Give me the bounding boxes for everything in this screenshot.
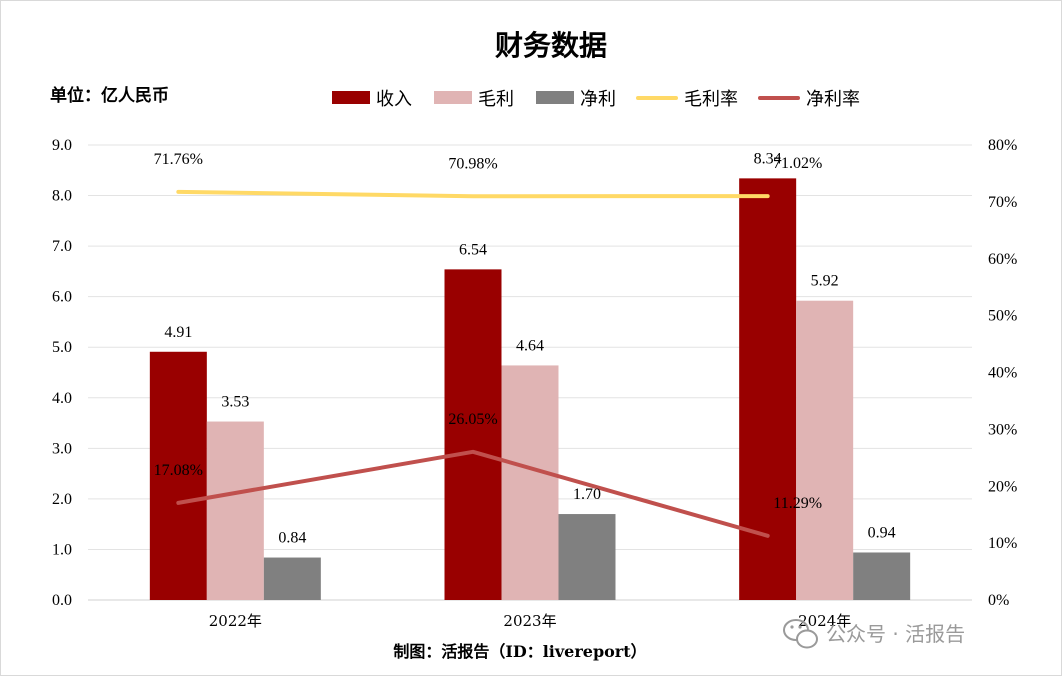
right-axis-tick-label: 10% bbox=[988, 535, 1017, 552]
bar-data-label: 1.70 bbox=[573, 486, 601, 503]
line-data-label: 26.05% bbox=[448, 411, 497, 428]
legend: 收入 毛利 净利 毛利率 净利率 bbox=[332, 89, 860, 110]
legend-swatch-净利 bbox=[536, 91, 574, 104]
right-axis-tick-label: 60% bbox=[988, 251, 1017, 268]
bar-data-label: 5.92 bbox=[811, 273, 839, 290]
left-axis-tick-label: 1.0 bbox=[52, 541, 72, 558]
category-label: 2023年 bbox=[503, 612, 556, 630]
bar-收入-2023年 bbox=[444, 269, 502, 600]
right-axis-tick-label: 50% bbox=[988, 308, 1017, 325]
left-axis-tick-label: 5.0 bbox=[52, 339, 72, 356]
left-axis-tick-label: 2.0 bbox=[52, 491, 72, 508]
bar-data-label: 4.64 bbox=[516, 337, 544, 354]
data-labels: 4.91 3.53 0.84 6.54 4.64 1.70 8.34 5.92 0.94 71.7… bbox=[154, 150, 896, 546]
bar-data-label: 3.53 bbox=[221, 394, 249, 411]
line-data-label: 70.98% bbox=[448, 155, 497, 172]
bar-data-label: 8.34 bbox=[754, 150, 782, 167]
legend-swatch-毛利 bbox=[434, 91, 472, 104]
left-axis-tick-label: 9.0 bbox=[52, 137, 72, 154]
line-毛利率 bbox=[176, 189, 770, 199]
bar-净利-2022年 bbox=[263, 557, 321, 600]
category-label: 2022年 bbox=[209, 612, 262, 630]
line-data-label: 71.76% bbox=[154, 151, 203, 168]
bar-净利-2023年 bbox=[558, 514, 616, 600]
line-data-label: 11.29% bbox=[773, 495, 822, 512]
watermark-text: 公众号 · 活报告 bbox=[826, 622, 965, 646]
right-axis-tick-label: 70% bbox=[988, 194, 1017, 211]
bar-data-label: 0.94 bbox=[868, 524, 896, 541]
left-axis-tick-label: 8.0 bbox=[52, 188, 72, 205]
bar-毛利-2022年 bbox=[206, 421, 264, 600]
bar-毛利-2024年 bbox=[796, 300, 854, 600]
bar-series bbox=[149, 178, 911, 600]
line-series bbox=[176, 189, 770, 538]
chart-title: 财务数据 bbox=[495, 29, 607, 62]
left-axis-tick-label: 3.0 bbox=[52, 440, 72, 457]
right-axis-tick-label: 80% bbox=[988, 137, 1017, 154]
legend-label: 净利率 bbox=[806, 89, 860, 110]
category-axis: 2022年 2023年 2024年 bbox=[209, 612, 852, 630]
right-axis-tick-label: 0% bbox=[988, 592, 1009, 609]
bar-收入-2022年 bbox=[149, 351, 207, 600]
line-净利率 bbox=[176, 449, 770, 538]
left-axis-tick-label: 0.0 bbox=[52, 592, 72, 609]
bar-data-label: 6.54 bbox=[459, 241, 487, 258]
legend-label: 毛利 bbox=[478, 89, 514, 110]
bar-data-label: 4.91 bbox=[164, 324, 192, 341]
wechat-icon bbox=[783, 619, 818, 649]
line-data-label: 17.08% bbox=[154, 462, 203, 479]
right-axis-tick-label: 40% bbox=[988, 365, 1017, 382]
legend-label: 毛利率 bbox=[684, 89, 738, 110]
right-axis-tick-label: 30% bbox=[988, 421, 1017, 438]
left-axis-tick-label: 6.0 bbox=[52, 289, 72, 306]
unit-label: 单位：亿人民币 bbox=[50, 85, 169, 106]
left-axis-tick-label: 4.0 bbox=[52, 390, 72, 407]
left-axis-tick-label: 7.0 bbox=[52, 238, 72, 255]
legend-label: 收入 bbox=[376, 89, 412, 110]
legend-label: 净利 bbox=[580, 89, 616, 110]
bar-data-label: 0.84 bbox=[278, 530, 306, 547]
bar-毛利-2023年 bbox=[501, 365, 559, 600]
legend-swatch-收入 bbox=[332, 91, 370, 104]
category-label: 2024年 bbox=[798, 612, 851, 630]
bar-净利-2024年 bbox=[853, 552, 911, 600]
left-axis-ticks: 0.0 1.0 2.0 3.0 4.0 5.0 6.0 7.0 8.0 9.0 bbox=[52, 137, 72, 609]
source-note: 制图：活报告（ID：livereport） bbox=[393, 642, 646, 661]
watermark: 公众号 · 活报告 bbox=[783, 619, 965, 649]
right-axis-ticks: 0% 10% 20% 30% 40% 50% 60% 70% 80% bbox=[988, 137, 1017, 609]
right-axis-tick-label: 20% bbox=[988, 478, 1017, 495]
line-data-label: 71.02% bbox=[773, 155, 822, 172]
